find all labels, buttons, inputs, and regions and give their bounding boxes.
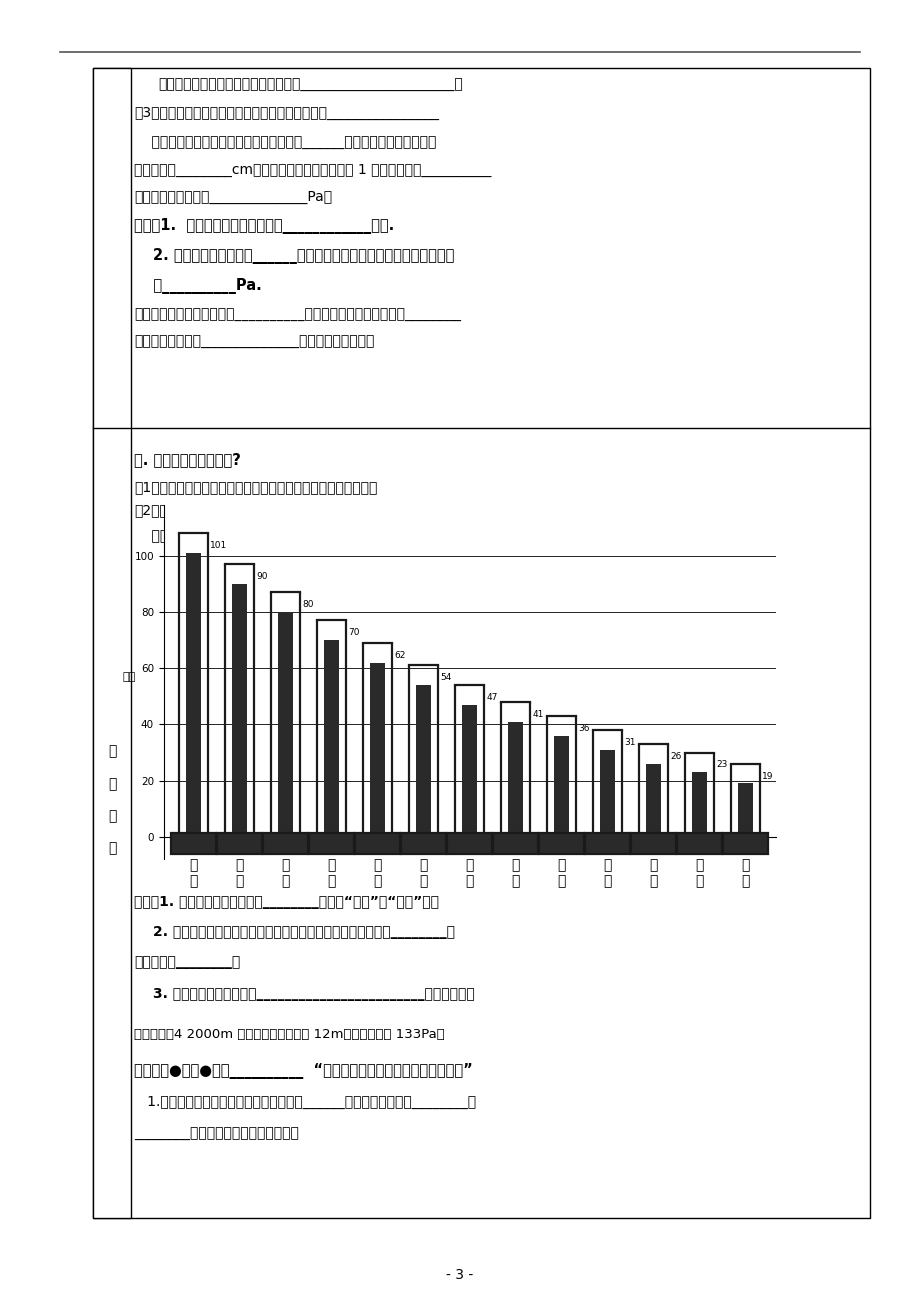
Bar bbox=[401, 832, 446, 854]
Text: （3）该实验过程中造成误差的原因还可能有哪些？________________: （3）该实验过程中造成误差的原因还可能有哪些？________________ bbox=[134, 105, 438, 120]
Text: 2. 同一地点的大气压不是固定不变的，一般说来，晴天比阴天________；: 2. 同一地点的大气压不是固定不变的，一般说来，晴天比阴天________； bbox=[153, 924, 455, 939]
Text: ________就是利用这一原理来工作的。: ________就是利用这一原理来工作的。 bbox=[134, 1128, 299, 1141]
Text: 了解：测量大气压的仪器叫__________，生活中一般随身携带的是________: 了解：测量大气压的仪器叫__________，生活中一般随身携带的是______… bbox=[134, 309, 460, 322]
Text: 阅读教材P₈₇，“大气压的变化”，并参照下图，完成下面问题。: 阅读教材P₈₇，“大气压的变化”，并参照下图，完成下面问题。 bbox=[134, 529, 394, 542]
Bar bbox=[217, 832, 262, 854]
Text: 2. 一标准大气压相当于______厉米高水銀柱产生的压强，它的大小约等: 2. 一标准大气压相当于______厉米高水銀柱产生的压强，它的大小约等 bbox=[153, 247, 454, 264]
Text: 3. 大气压的变化还会引起________________________等自然现象。: 3. 大气压的变化还会引起________________________等自然… bbox=[153, 987, 474, 1001]
Y-axis label: 千帕: 千帕 bbox=[122, 672, 135, 682]
Bar bbox=[93, 68, 130, 1217]
Bar bbox=[493, 832, 538, 854]
Text: 小结：1.  最早测量大气压的实验是____________实验.: 小结：1. 最早测量大气压的实验是____________实验. bbox=[134, 217, 394, 234]
Text: 26: 26 bbox=[669, 753, 681, 760]
Text: 62: 62 bbox=[393, 651, 405, 660]
Text: 36: 36 bbox=[577, 724, 589, 733]
Text: 拓

展

延

伸: 拓 展 延 伸 bbox=[108, 745, 116, 855]
Text: - 3 -: - 3 - bbox=[446, 1268, 473, 1282]
Text: 于__________Pa.: 于__________Pa. bbox=[138, 279, 262, 294]
Bar bbox=[309, 832, 354, 854]
Bar bbox=[539, 832, 584, 854]
Bar bbox=[691, 772, 707, 836]
Text: 可采取什么方法减小摩擦带来的误差？______________________；: 可采取什么方法减小摩擦带来的误差？______________________； bbox=[158, 78, 462, 92]
Text: 41: 41 bbox=[531, 710, 543, 719]
Bar bbox=[369, 663, 385, 836]
Text: （1）大气压是不是永远不变呢？它的大小可能与哪些因素有关？: （1）大气压是不是永远不变呢？它的大小可能与哪些因素有关？ bbox=[134, 480, 377, 493]
Text: 90: 90 bbox=[255, 572, 267, 581]
Text: 31: 31 bbox=[623, 738, 635, 747]
Bar bbox=[676, 832, 721, 854]
Bar bbox=[232, 583, 247, 836]
Bar bbox=[507, 721, 523, 836]
Text: 小结：1. 大气压随高度的升高而________（选填“增大”或“减小”）；: 小结：1. 大气压随高度的升高而________（选填“增大”或“减小”）； bbox=[134, 894, 438, 909]
Bar bbox=[186, 553, 201, 836]
Text: 阅读生活●物理●社会__________  “液体的沸点与液体上方的气压的关系”: 阅读生活●物理●社会__________ “液体的沸点与液体上方的气压的关系” bbox=[134, 1062, 472, 1079]
Text: 54: 54 bbox=[439, 673, 451, 682]
Bar bbox=[737, 784, 753, 836]
Text: 1.液体沸点与气压有关。气压越大，沸点______；气压越小，沸点________。: 1.液体沸点与气压有关。气压越大，沸点______；气压越小，沸点_______… bbox=[134, 1095, 476, 1109]
Bar bbox=[584, 832, 630, 854]
Bar bbox=[645, 764, 661, 836]
Text: 最早测量大气压的实验是由意大利科学家______完成的，他测出的大气压: 最早测量大气压的实验是由意大利科学家______完成的，他测出的大气压 bbox=[134, 135, 436, 150]
Bar bbox=[93, 68, 869, 1217]
Text: 23: 23 bbox=[715, 760, 727, 769]
Text: 的值相当于________cm高的水銀柱产生的压强。即 1 标准大气压＝__________: 的值相当于________cm高的水銀柱产生的压强。即 1 标准大气压＝____… bbox=[134, 163, 491, 177]
Bar bbox=[355, 832, 400, 854]
Bar bbox=[553, 736, 569, 836]
Bar bbox=[171, 832, 216, 854]
Text: 101: 101 bbox=[210, 542, 227, 551]
Bar bbox=[323, 641, 339, 836]
Bar bbox=[447, 832, 492, 854]
Text: 注：在海扙4 2000m 范围内，高度每增加 12m，大气压下降 133Pa。: 注：在海扙4 2000m 范围内，高度每增加 12m，大气压下降 133Pa。 bbox=[134, 1029, 444, 1042]
Text: 80: 80 bbox=[301, 600, 313, 609]
Text: 19: 19 bbox=[761, 772, 773, 781]
Bar bbox=[630, 832, 675, 854]
Bar bbox=[415, 685, 431, 836]
Bar bbox=[599, 750, 615, 836]
Bar bbox=[263, 832, 308, 854]
Text: 夏天比冬天________。: 夏天比冬天________。 bbox=[134, 954, 240, 969]
Bar bbox=[722, 832, 767, 854]
Text: （2）大气压的变化会产生哪些影响？: （2）大气压的变化会产生哪些影响？ bbox=[134, 503, 277, 517]
Text: 科学研究中经常用______________来精确测量大气压。: 科学研究中经常用______________来精确测量大气压。 bbox=[134, 335, 374, 349]
Text: 47: 47 bbox=[485, 693, 497, 702]
Bar bbox=[278, 612, 293, 836]
Text: 水銀柱产生的压强＝______________Pa。: 水銀柱产生的压强＝______________Pa。 bbox=[134, 190, 332, 204]
Text: 一. 大气压会不会变化呢?: 一. 大气压会不会变化呢? bbox=[134, 452, 241, 467]
Text: 70: 70 bbox=[347, 629, 359, 637]
Bar bbox=[461, 704, 477, 836]
